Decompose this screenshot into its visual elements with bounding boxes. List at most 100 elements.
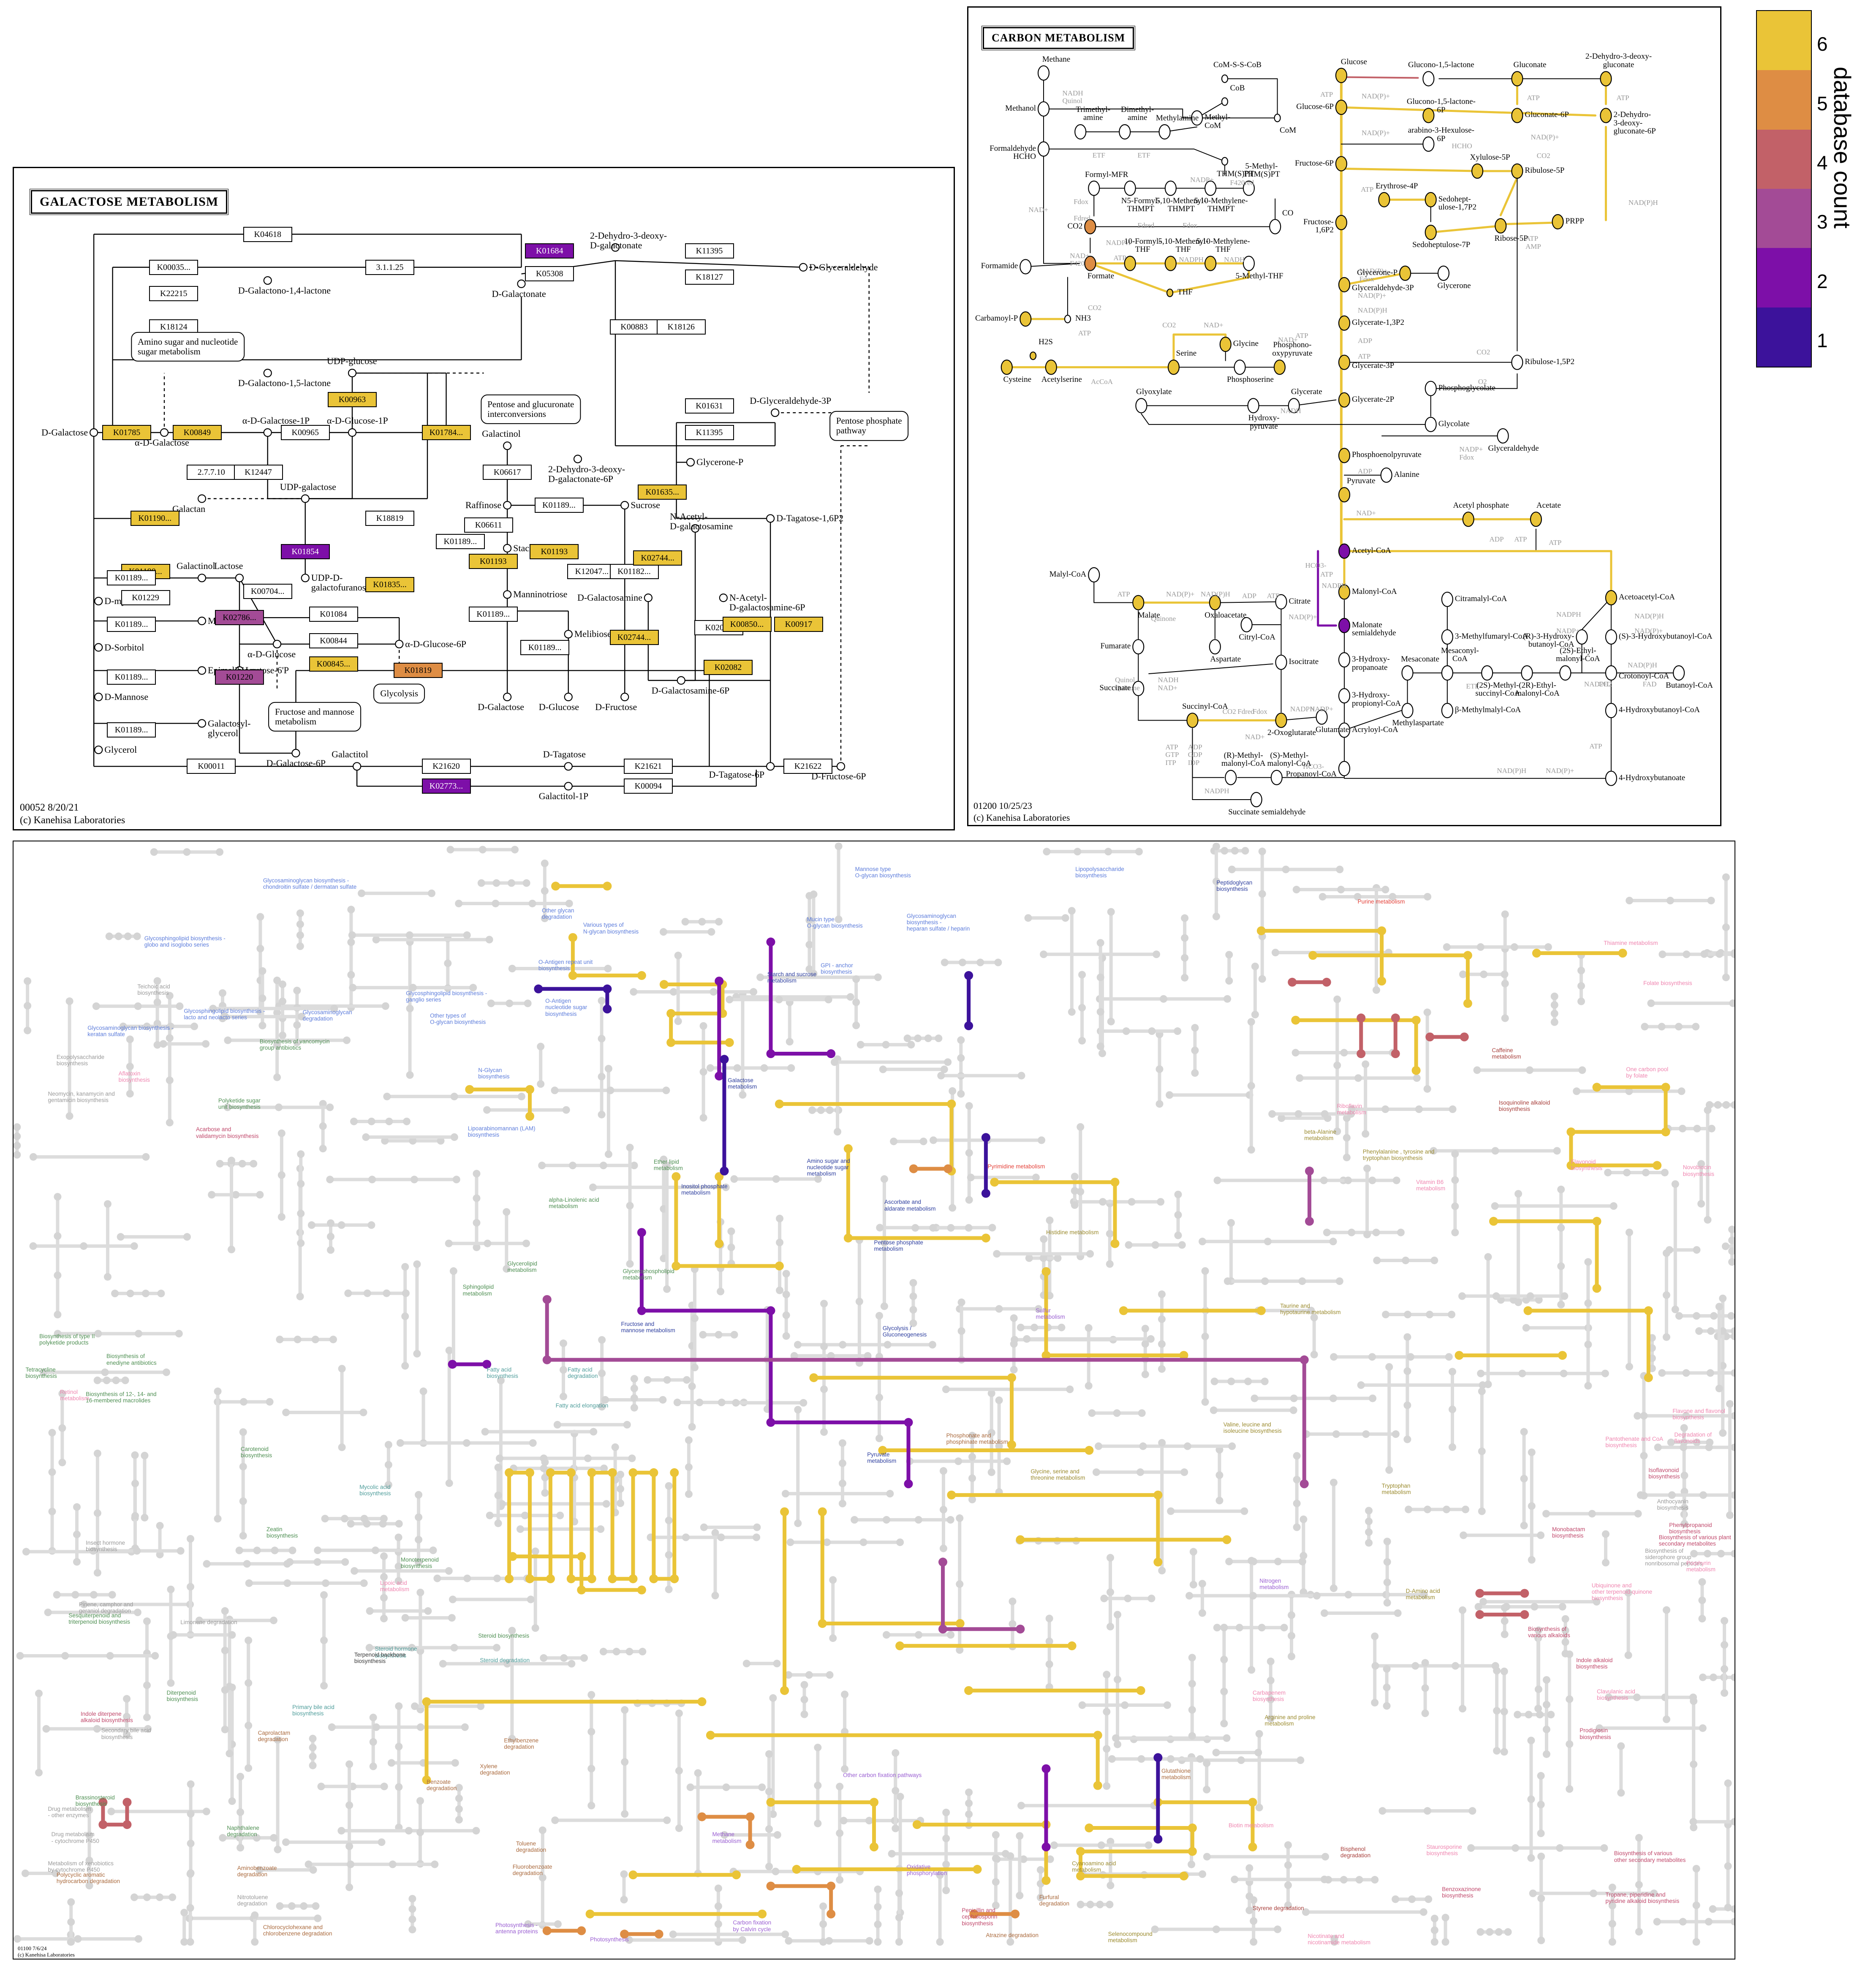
metabolite-node[interactable]	[1401, 665, 1414, 681]
compound-node[interactable]	[799, 263, 808, 272]
pathway-name-label[interactable]: Pinene, camphor and geraniol degradation	[79, 1601, 133, 1614]
compound-node[interactable]	[620, 692, 629, 702]
ko-box[interactable]: K18127	[685, 269, 734, 285]
metabolite-node[interactable]	[1164, 180, 1177, 196]
pathway-name-label[interactable]: Folate biosynthesis	[1643, 980, 1692, 986]
metabolite-node[interactable]	[1511, 108, 1523, 123]
metabolite-node[interactable]	[1020, 259, 1032, 275]
pathway-name-label[interactable]: Other carbon fixation pathways	[843, 1772, 922, 1779]
metabolite-node[interactable]	[1338, 618, 1351, 633]
ko-box[interactable]: K00704...	[243, 583, 292, 599]
pathway-name-label[interactable]: Diterpenoid biosynthesis	[166, 1689, 198, 1702]
metabolite-node[interactable]	[1521, 665, 1533, 681]
pathway-name-label[interactable]: Inositol phosphate metabolism	[681, 1183, 728, 1196]
pathway-name-label[interactable]: Riboflavin metabolism	[1337, 1102, 1366, 1116]
metabolite-node[interactable]	[1471, 163, 1484, 179]
highlighted-pathway-line[interactable]	[820, 1510, 962, 1625]
metabolite-node[interactable]	[1074, 124, 1087, 140]
pathway-name-label[interactable]: Benzoate degradation	[427, 1779, 457, 1792]
metabolite-node[interactable]	[1275, 594, 1287, 610]
ko-box[interactable]: K00849	[172, 425, 222, 440]
metabolite-node[interactable]	[1275, 654, 1287, 670]
highlighted-pathway-line[interactable]	[949, 1493, 1160, 1564]
pathway-name-label[interactable]: Brassinosteroid biosynthesis	[75, 1794, 115, 1807]
compound-node[interactable]	[348, 369, 357, 378]
metabolite-node[interactable]	[1338, 315, 1351, 331]
metabolite-node[interactable]	[1338, 487, 1351, 503]
metabolite-node[interactable]	[1335, 215, 1347, 231]
pathway-name-label[interactable]: Sulfur metabolism	[1036, 1307, 1065, 1320]
metabolite-node[interactable]	[1605, 770, 1618, 786]
ko-box[interactable]: K01189...	[107, 670, 156, 685]
highlighted-pathway-line[interactable]	[511, 1554, 644, 1592]
metabolite-node[interactable]	[1338, 584, 1351, 600]
compound-node[interactable]	[263, 369, 272, 378]
compound-node[interactable]	[564, 692, 573, 702]
pathway-name-label[interactable]: Steroid hormone biosynthesis	[375, 1646, 417, 1659]
metabolite-node[interactable]	[1164, 256, 1177, 271]
pathway-name-label[interactable]: Amino sugar and nucleotide sugar metabol…	[807, 1157, 850, 1177]
pathway-name-label[interactable]: Carotenoid biosynthesis	[240, 1445, 272, 1459]
pathway-name-label[interactable]: Monobactam biosynthesis	[1552, 1526, 1585, 1539]
compound-node[interactable]	[94, 692, 103, 702]
metabolite-node[interactable]	[1221, 74, 1229, 83]
pathway-name-label[interactable]: Photosynthesis	[590, 1936, 629, 1943]
metabolite-node[interactable]	[1158, 124, 1171, 140]
ko-box[interactable]: K01784...	[421, 425, 471, 440]
metabolite-node[interactable]	[1243, 256, 1255, 271]
metabolite-node[interactable]	[1119, 124, 1131, 140]
pathway-name-label[interactable]: Aflatoxin biosynthesis	[118, 1070, 150, 1083]
pathway-name-label[interactable]: Limonene degradation	[180, 1619, 237, 1625]
compound-node[interactable]	[644, 593, 653, 602]
pathway-name-label[interactable]: Purine metabolism	[1357, 898, 1405, 905]
metabolite-node[interactable]	[1576, 629, 1588, 645]
pathway-name-label[interactable]: Pentose phosphate metabolism	[874, 1239, 923, 1252]
pathway-name-label[interactable]: Phenylpropanoid biosynthesis	[1669, 1521, 1712, 1535]
pathway-name-label[interactable]: Photosynthesis - antenna proteins	[495, 1921, 538, 1935]
metabolite-node[interactable]	[1037, 65, 1050, 81]
pathway-name-label[interactable]: Chlorocyclohexane and chlorobenzene degr…	[263, 1924, 332, 1937]
pathway-name-label[interactable]: N-Glycan biosynthesis	[478, 1067, 510, 1080]
pathway-name-label[interactable]: Flavonoid biosynthesis	[1571, 1159, 1603, 1172]
pathway-name-label[interactable]: O-Antigen repeat unit biosynthesis	[538, 958, 593, 972]
pathway-name-label[interactable]: Terpenoid backbone biosynthesis	[354, 1651, 406, 1664]
pathway-name-label[interactable]: Biosynthesis of various other secondary …	[1614, 1850, 1686, 1863]
pathway-name-label[interactable]: Teichoic acid biosynthesis	[137, 983, 170, 996]
highlighted-pathway-line[interactable]	[545, 1297, 1306, 1486]
ko-box[interactable]: 2.7.7.10	[187, 464, 236, 480]
metabolite-node[interactable]	[1234, 359, 1246, 375]
compound-node[interactable]	[691, 524, 700, 533]
pathway-name-label[interactable]: Phosphonate and phosphinate metabolism	[946, 1432, 1008, 1445]
pathway-name-label[interactable]: Fatty acid elongation	[555, 1402, 609, 1409]
ko-box[interactable]: K01189...	[435, 534, 485, 550]
ko-box[interactable]: K01193	[530, 544, 579, 559]
ko-box[interactable]: K12447	[234, 464, 283, 480]
pathway-name-label[interactable]: Fructose and mannose metabolism	[621, 1320, 675, 1334]
pathway-name-label[interactable]: Taurine and hypotaurine metabolism	[1280, 1303, 1341, 1316]
ko-box[interactable]: 3.1.1.25	[365, 259, 414, 275]
metabolite-node[interactable]	[1186, 713, 1199, 728]
pathway-name-label[interactable]: Carbapenem biosynthesis	[1253, 1689, 1286, 1702]
pathway-name-label[interactable]: Prodigiosin biosynthesis	[1580, 1727, 1611, 1740]
ko-box[interactable]: K01785	[102, 425, 151, 440]
metabolite-node[interactable]	[1441, 702, 1453, 719]
compound-node[interactable]	[94, 746, 103, 754]
metabolite-node[interactable]	[1135, 398, 1147, 414]
ko-box[interactable]: K01220	[215, 670, 264, 685]
metabolite-node[interactable]	[1335, 156, 1347, 171]
metabolite-node[interactable]	[1191, 110, 1203, 126]
compound-node[interactable]	[771, 408, 780, 417]
metabolite-node[interactable]	[1338, 448, 1351, 463]
pathway-name-label[interactable]: alpha-Linolenic acid metabolism	[549, 1197, 599, 1210]
pathway-name-label[interactable]: Retinol metabolism	[60, 1389, 90, 1402]
metabolite-node[interactable]	[1045, 359, 1057, 375]
compound-node[interactable]	[235, 574, 244, 582]
metabolite-node[interactable]	[1401, 702, 1414, 719]
pathway-name-label[interactable]: Glycolysis / Gluconeogenesis	[882, 1325, 927, 1338]
ko-box[interactable]: K01819	[393, 663, 443, 678]
metabolite-node[interactable]	[1250, 792, 1262, 808]
metabolite-node[interactable]	[1441, 591, 1453, 607]
pathway-name-label[interactable]: Biosynthesis of vancomycin group antibio…	[259, 1038, 330, 1051]
ko-box[interactable]: K01182...	[609, 563, 659, 579]
pathway-name-label[interactable]: Glycosaminoglycan degradation	[302, 1009, 352, 1022]
